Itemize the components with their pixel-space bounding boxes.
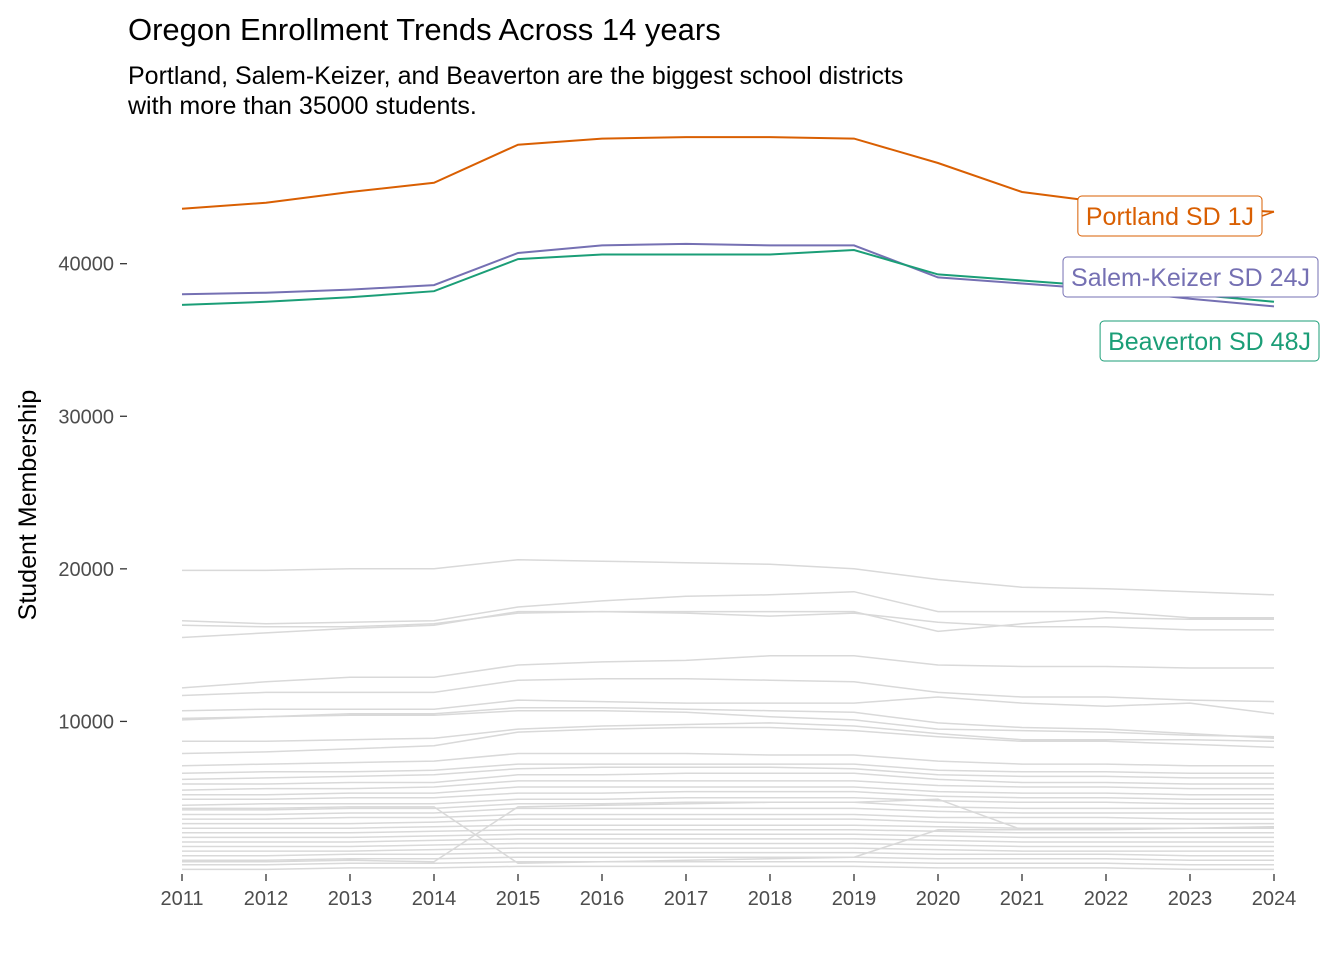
x-tick-label: 2017 (664, 888, 709, 910)
x-tick-label: 2012 (244, 888, 289, 910)
background-series-line-34 (182, 798, 1274, 863)
x-tick-label: 2022 (1084, 888, 1129, 910)
x-tick-label: 2013 (328, 888, 373, 910)
y-tick-label: 10000 (58, 711, 114, 733)
background-series-line-20 (182, 807, 1274, 816)
x-tick-label: 2024 (1252, 888, 1297, 910)
x-tick-label: 2019 (832, 888, 877, 910)
x-tick-label: 2014 (412, 888, 457, 910)
background-series-line-17 (182, 790, 1274, 800)
background-series-line-18 (181, 796, 1274, 807)
background-series-line-22 (182, 818, 1274, 825)
series-labels: Portland SD 1J Salem-Keizer SD 24J Beavert… (1062, 195, 1320, 362)
y-axis-title: Student Membership (14, 390, 42, 621)
background-series-line-25 (182, 833, 1274, 839)
y-tick-label: 20000 (58, 559, 114, 581)
series-label-box (1099, 320, 1320, 362)
x-tick-label: 2021 (1000, 888, 1045, 910)
background-series-group (181, 558, 1275, 871)
series-label-beaverton-sd-48j: Beaverton SD 48J (1099, 320, 1320, 362)
background-series-line-4 (181, 655, 1274, 689)
y-tick-label: 40000 (58, 254, 114, 276)
background-series-line-11 (181, 752, 1274, 767)
x-tick-label: 2011 (160, 888, 203, 910)
background-series-line-7 (181, 706, 1275, 739)
background-series-line-8 (181, 709, 1275, 738)
background-series-line-0 (182, 558, 1275, 596)
background-series-line-32 (182, 865, 1274, 871)
x-tick-label: 2018 (748, 888, 793, 910)
background-series-line-12 (181, 763, 1274, 775)
background-series-line-29 (182, 851, 1274, 857)
background-series-line-10 (181, 726, 1275, 755)
background-series-line-30 (182, 856, 1274, 862)
series-label-text: Portland SD 1J (1086, 203, 1254, 231)
background-series-line-28 (182, 847, 1274, 852)
chart-subtitle-line-2: with more than 35000 students. (127, 92, 477, 120)
x-tick-label: 2016 (580, 888, 625, 910)
background-series-line-1 (181, 590, 1274, 625)
background-series-line-33 (182, 806, 1275, 865)
series-label-portland-sd-1j: Portland SD 1J (1077, 195, 1275, 237)
series-label-connector (1261, 211, 1275, 217)
background-series-line-31 (182, 861, 1274, 866)
x-tick-label: 2023 (1168, 888, 1213, 910)
y-tick-label: 30000 (58, 406, 114, 428)
background-series-line-9 (182, 722, 1275, 743)
background-series-line-24 (182, 829, 1274, 834)
series-label-text: Salem-Keizer SD 24J (1071, 264, 1310, 292)
background-series-line-14 (182, 772, 1274, 785)
series-label-box (1062, 256, 1319, 298)
background-series-line-3 (181, 610, 1274, 631)
background-series-line-5 (181, 677, 1275, 703)
background-series-line-2 (181, 610, 1274, 639)
background-series-line-27 (182, 842, 1274, 848)
x-axis: 2011 2012 2013 2014 2015 2016 2017 2018 2019 2020… (160, 874, 1296, 910)
series-label-salem-keizer-sd-24j: Salem-Keizer SD 24J (1062, 256, 1319, 298)
y-axis: 10000 20000 30000 40000 (58, 254, 127, 733)
chart-title: Oregon Enrollment Trends Across 14 years (128, 12, 721, 47)
series-label-text: Beaverton SD 48J (1108, 328, 1311, 356)
background-series-line-13 (181, 766, 1274, 781)
background-series-line-15 (181, 780, 1274, 791)
background-series-line-21 (182, 813, 1274, 820)
background-series-line-26 (182, 838, 1274, 843)
x-tick-label: 2020 (916, 888, 961, 910)
x-tick-label: 2015 (496, 888, 541, 910)
background-series-line-16 (182, 786, 1274, 796)
chart-subtitle-line-1: Portland, Salem-Keizer, and Beaverton ar… (128, 62, 903, 90)
background-series-line-6 (181, 696, 1275, 715)
